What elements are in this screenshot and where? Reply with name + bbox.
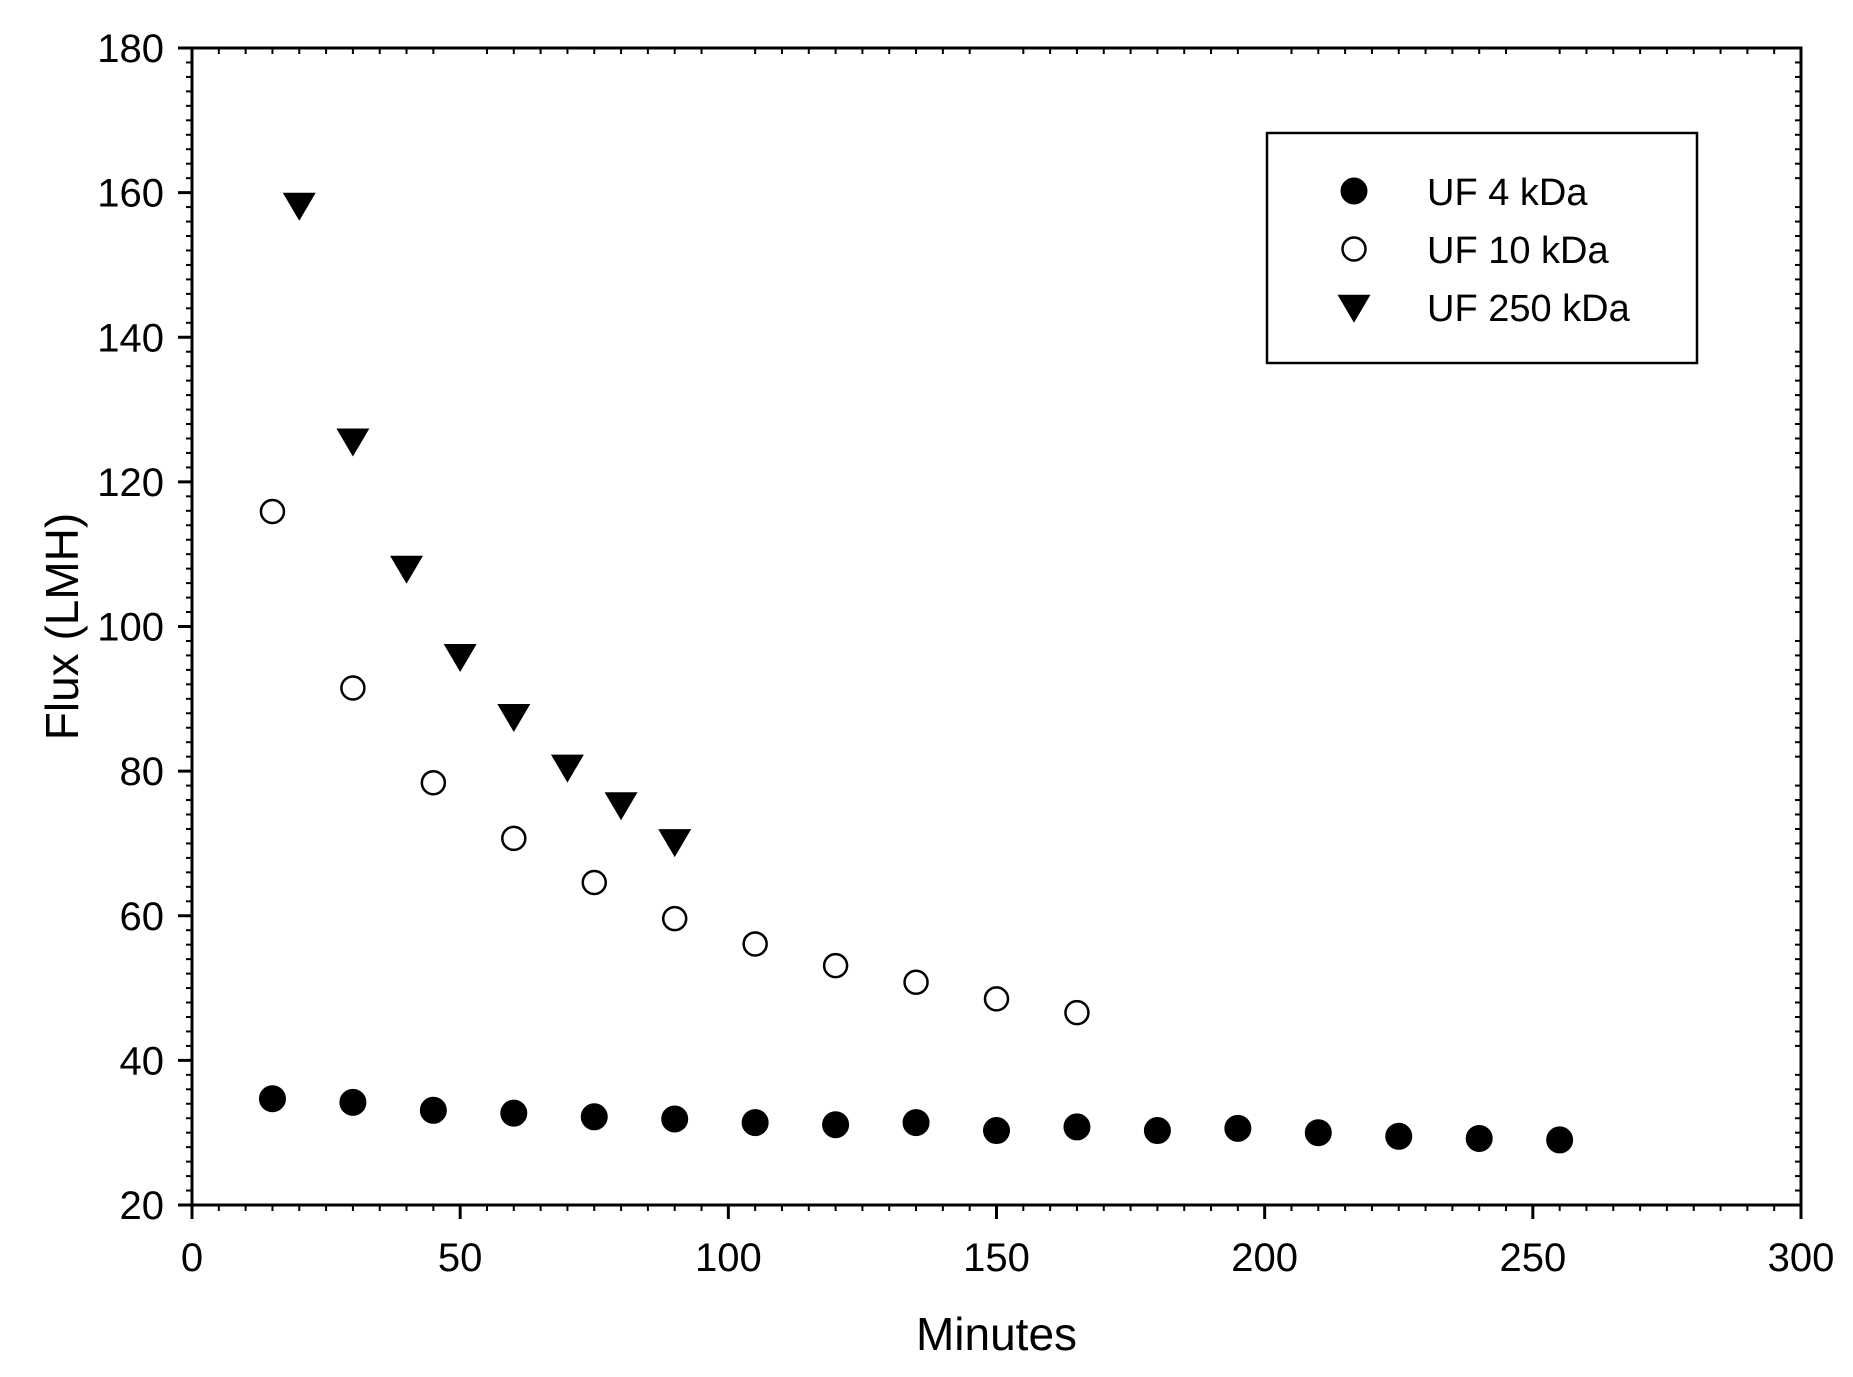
data-points bbox=[258, 192, 1574, 1154]
x-tick-label: 100 bbox=[695, 1236, 762, 1280]
data-point-uf-4kda bbox=[902, 1109, 930, 1137]
legend-box bbox=[1265, 131, 1699, 365]
data-point-uf-10kda bbox=[822, 952, 849, 979]
data-point-uf-10kda bbox=[581, 869, 607, 896]
y-tick-label: 180 bbox=[97, 27, 164, 71]
y-tick-label: 160 bbox=[97, 172, 164, 216]
data-point-uf-4kda bbox=[419, 1096, 447, 1124]
y-tick-label: 100 bbox=[97, 606, 164, 650]
data-point-uf-250kda bbox=[550, 754, 584, 783]
legend-marker-uf-10kda bbox=[1341, 236, 1367, 262]
data-point-uf-250kda bbox=[336, 428, 370, 457]
data-point-uf-4kda bbox=[1304, 1119, 1332, 1147]
data-point-uf-10kda bbox=[501, 825, 527, 852]
data-point-uf-10kda bbox=[259, 498, 286, 525]
legend-item-uf-250kda: UF 250 kDa bbox=[1337, 288, 1631, 330]
x-axis-title: Minutes bbox=[916, 1308, 1077, 1360]
legend: UF 4 kDa UF 10 kDa UF 250 kDa bbox=[1265, 131, 1699, 365]
data-point-uf-4kda bbox=[1063, 1113, 1091, 1141]
data-point-uf-4kda bbox=[661, 1105, 689, 1133]
data-point-uf-4kda bbox=[1546, 1126, 1574, 1154]
x-tick-label: 150 bbox=[963, 1236, 1030, 1280]
data-point-uf-250kda bbox=[604, 792, 638, 821]
legend-item-uf-4kda: UF 4 kDa bbox=[1340, 172, 1588, 214]
data-point-uf-10kda bbox=[661, 905, 688, 932]
data-point-uf-10kda bbox=[903, 969, 929, 996]
series-uf-10kda bbox=[259, 498, 1090, 1026]
data-point-uf-4kda bbox=[1224, 1114, 1252, 1142]
series-uf-250kda bbox=[282, 192, 692, 858]
data-point-uf-4kda bbox=[500, 1099, 528, 1127]
data-point-uf-4kda bbox=[1465, 1124, 1493, 1152]
legend-marker-uf-4kda bbox=[1340, 177, 1368, 205]
x-tick-label: 50 bbox=[438, 1236, 483, 1280]
data-point-uf-4kda bbox=[741, 1109, 769, 1137]
data-point-uf-250kda bbox=[497, 703, 531, 732]
data-point-uf-10kda bbox=[1064, 999, 1090, 1026]
data-point-uf-250kda bbox=[443, 643, 477, 672]
y-axis-title: Flux (LMH) bbox=[36, 513, 88, 740]
legend-label-uf-250kda: UF 250 kDa bbox=[1427, 288, 1631, 330]
x-tick-label: 250 bbox=[1499, 1236, 1566, 1280]
data-point-uf-250kda bbox=[390, 555, 424, 584]
data-point-uf-4kda bbox=[822, 1111, 850, 1139]
x-tick-label: 200 bbox=[1231, 1236, 1298, 1280]
x-tick-label: 0 bbox=[181, 1236, 203, 1280]
y-tick-label: 20 bbox=[120, 1184, 165, 1228]
data-point-uf-10kda bbox=[742, 931, 768, 957]
data-point-uf-10kda bbox=[340, 675, 366, 701]
data-point-uf-4kda bbox=[580, 1103, 608, 1131]
y-tick-label: 40 bbox=[120, 1039, 165, 1083]
y-tick-label: 120 bbox=[97, 461, 164, 505]
data-point-uf-10kda bbox=[420, 769, 447, 796]
data-point-uf-4kda bbox=[258, 1085, 286, 1113]
legend-label-uf-10kda: UF 10 kDa bbox=[1427, 230, 1609, 272]
data-point-uf-4kda bbox=[1385, 1122, 1413, 1150]
axis-ticks bbox=[178, 46, 1803, 1219]
data-point-uf-250kda bbox=[658, 829, 692, 858]
legend-marker-uf-250kda bbox=[1337, 294, 1371, 323]
y-tick-label: 140 bbox=[97, 316, 164, 360]
data-point-uf-4kda bbox=[983, 1117, 1010, 1145]
data-point-uf-10kda bbox=[983, 986, 1010, 1012]
legend-label-uf-4kda: UF 4 kDa bbox=[1427, 172, 1588, 214]
data-point-uf-4kda bbox=[339, 1088, 367, 1116]
y-tick-label: 80 bbox=[120, 750, 165, 794]
axis-tick-labels: 0 50 100 150 200 250 300 20 40 60 80 100 120 140 160 18… bbox=[97, 27, 1834, 1280]
y-tick-label: 60 bbox=[120, 895, 165, 939]
x-tick-label: 300 bbox=[1768, 1236, 1835, 1280]
legend-item-uf-10kda: UF 10 kDa bbox=[1341, 230, 1609, 272]
data-point-uf-4kda bbox=[1143, 1117, 1171, 1145]
data-point-uf-250kda bbox=[282, 192, 316, 221]
series-uf-4kda bbox=[258, 1085, 1574, 1154]
